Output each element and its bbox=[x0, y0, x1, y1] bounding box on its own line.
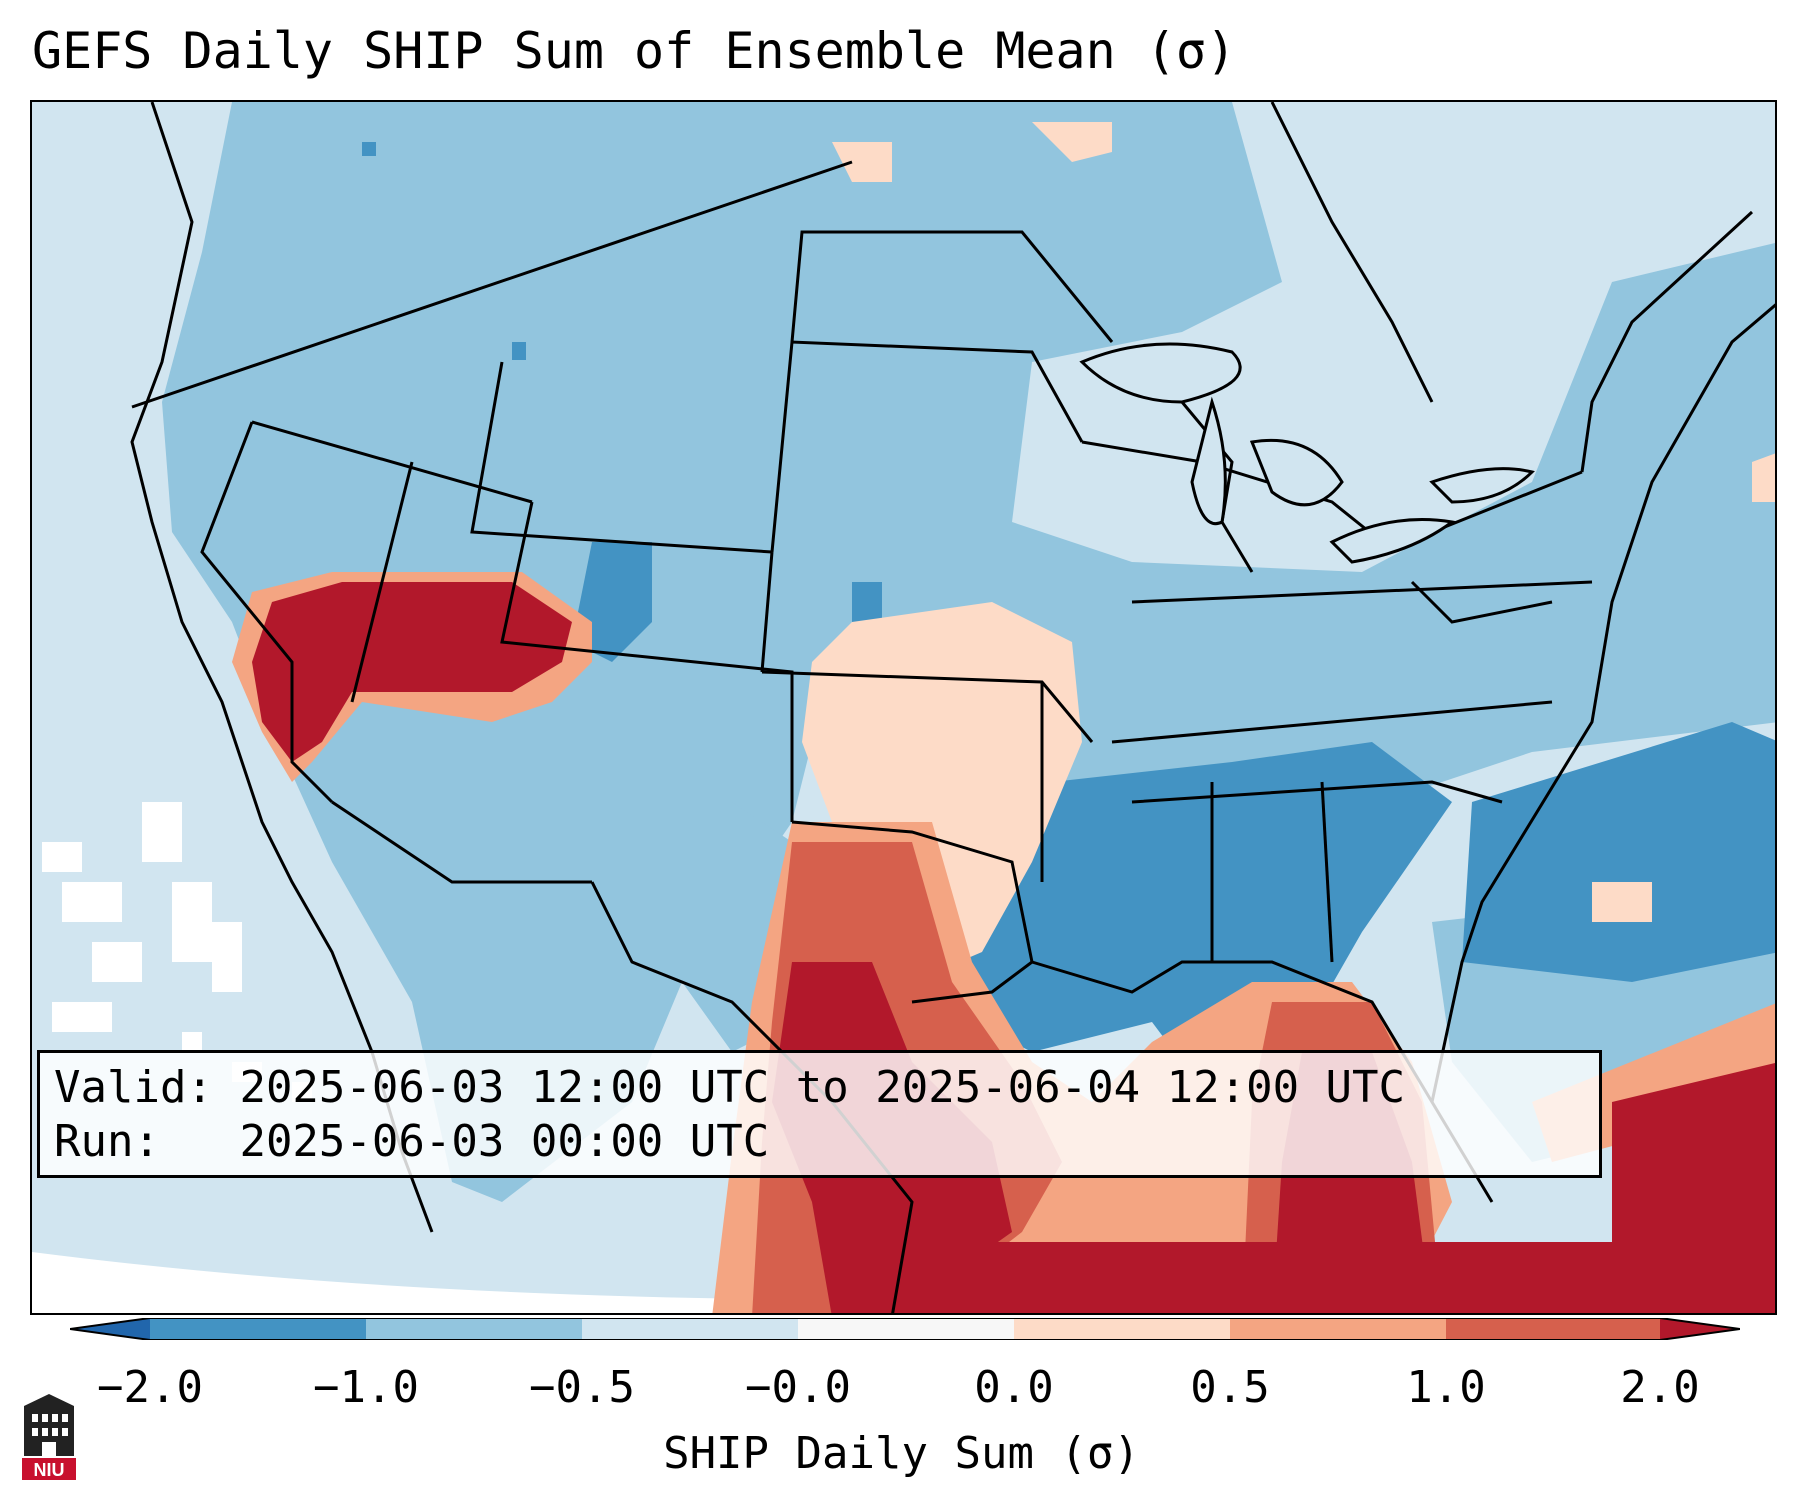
colorbar-bin-2 bbox=[366, 1318, 582, 1340]
colorbar-tick-label: 2.0 bbox=[1620, 1362, 1700, 1413]
colorbar-tick-label: 0.0 bbox=[974, 1362, 1054, 1413]
colorbar bbox=[69, 1317, 1741, 1348]
niu-logo-text: NIU bbox=[34, 1460, 65, 1480]
colorbar-tick-label: 0.5 bbox=[1190, 1362, 1270, 1413]
valid-time-range: 2025-06-03 12:00 UTC to 2025-06-04 12:00… bbox=[239, 1062, 1406, 1113]
colorbar-tick-label: −2.0 bbox=[97, 1362, 203, 1413]
colorbar-extend-low bbox=[70, 1318, 150, 1340]
field-negative-strong bbox=[362, 142, 1775, 1122]
colorbar-bin-6 bbox=[1230, 1318, 1446, 1340]
great-lakes bbox=[1079, 342, 1535, 564]
colorbar-label: SHIP Daily Sum (σ) bbox=[663, 1428, 1140, 1479]
colorbar-tick-label: −0.5 bbox=[529, 1362, 635, 1413]
colorbar-bin-5 bbox=[1014, 1318, 1230, 1340]
colorbar-bin-7 bbox=[1446, 1318, 1660, 1340]
colorbar-svg bbox=[69, 1317, 1741, 1348]
run-time: 2025-06-03 00:00 UTC bbox=[239, 1116, 770, 1167]
map-title: GEFS Daily SHIP Sum of Ensemble Mean (σ) bbox=[32, 22, 1237, 80]
colorbar-extend-high bbox=[1660, 1318, 1740, 1340]
run-label: Run: bbox=[54, 1116, 160, 1167]
valid-run-info-box: Valid: 2025-06-03 12:00 UTC to 2025-06-0… bbox=[37, 1050, 1602, 1178]
colorbar-tick-label: −0.0 bbox=[745, 1362, 851, 1413]
colorbar-bin-1 bbox=[150, 1318, 366, 1340]
colorbar-tick-label: −1.0 bbox=[313, 1362, 419, 1413]
colorbar-bin-3 bbox=[582, 1318, 798, 1340]
valid-label: Valid: bbox=[54, 1062, 213, 1113]
niu-logo: NIU bbox=[22, 1394, 76, 1480]
pacific-low-values bbox=[42, 802, 312, 1102]
colorbar-bin-4 bbox=[798, 1318, 1014, 1340]
colorbar-tick-label: 1.0 bbox=[1406, 1362, 1486, 1413]
